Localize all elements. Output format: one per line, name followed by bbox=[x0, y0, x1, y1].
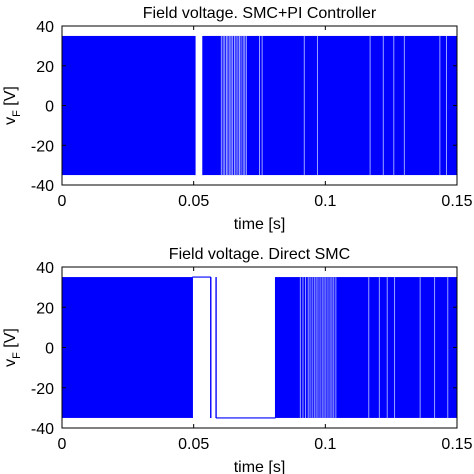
x-tick-label: 0.15 bbox=[441, 436, 472, 453]
x-tick-label: 0.15 bbox=[441, 193, 472, 210]
y-tick-label: 20 bbox=[36, 59, 54, 76]
y-axis-label-unit: [V] bbox=[2, 328, 19, 352]
y-axis-label-main: v bbox=[2, 359, 19, 367]
series-switching-band bbox=[62, 277, 193, 418]
x-axis-label: time [s] bbox=[234, 216, 286, 233]
y-axis-label-subscript: F bbox=[11, 110, 23, 117]
y-tick-label: -40 bbox=[31, 178, 54, 195]
chart-title: Field voltage. Direct SMC bbox=[169, 246, 350, 263]
x-tick-label: 0 bbox=[58, 193, 67, 210]
y-axis-label: vF [V] bbox=[2, 86, 23, 125]
x-tick-label: 0.05 bbox=[178, 436, 209, 453]
y-axis-label-main: v bbox=[2, 117, 19, 125]
series-switching-band bbox=[62, 35, 195, 176]
y-tick-label: 0 bbox=[45, 99, 54, 116]
y-tick-label: 20 bbox=[36, 300, 54, 317]
chart-2: 0 0.05 0.1 0.15 40 20 0 -20 -40 Field voltage. Di… bbox=[2, 246, 473, 474]
x-tick-label: 0.1 bbox=[314, 193, 336, 210]
y-tick-label: -40 bbox=[31, 421, 54, 438]
chart-1: 0 0.05 0.1 0.15 40 20 0 -20 -40 Field voltage. SM… bbox=[2, 5, 473, 233]
chart-title: Field voltage. SMC+PI Controller bbox=[143, 5, 377, 22]
y-axis-label: vF [V] bbox=[2, 328, 23, 367]
y-axis-label-subscript: F bbox=[11, 352, 23, 359]
y-tick-label: 40 bbox=[36, 260, 54, 277]
x-tick-label: 0 bbox=[58, 436, 67, 453]
y-axis-label-unit: [V] bbox=[2, 86, 19, 110]
y-tick-label: 40 bbox=[36, 19, 54, 36]
x-tick-label: 0.05 bbox=[178, 193, 209, 210]
y-tick-label: -20 bbox=[31, 381, 54, 398]
y-tick-label: -20 bbox=[31, 138, 54, 155]
y-tick-label: 0 bbox=[45, 341, 54, 358]
x-axis-label: time [s] bbox=[234, 459, 286, 474]
series-switching-band bbox=[202, 35, 457, 176]
x-tick-label: 0.1 bbox=[314, 436, 336, 453]
